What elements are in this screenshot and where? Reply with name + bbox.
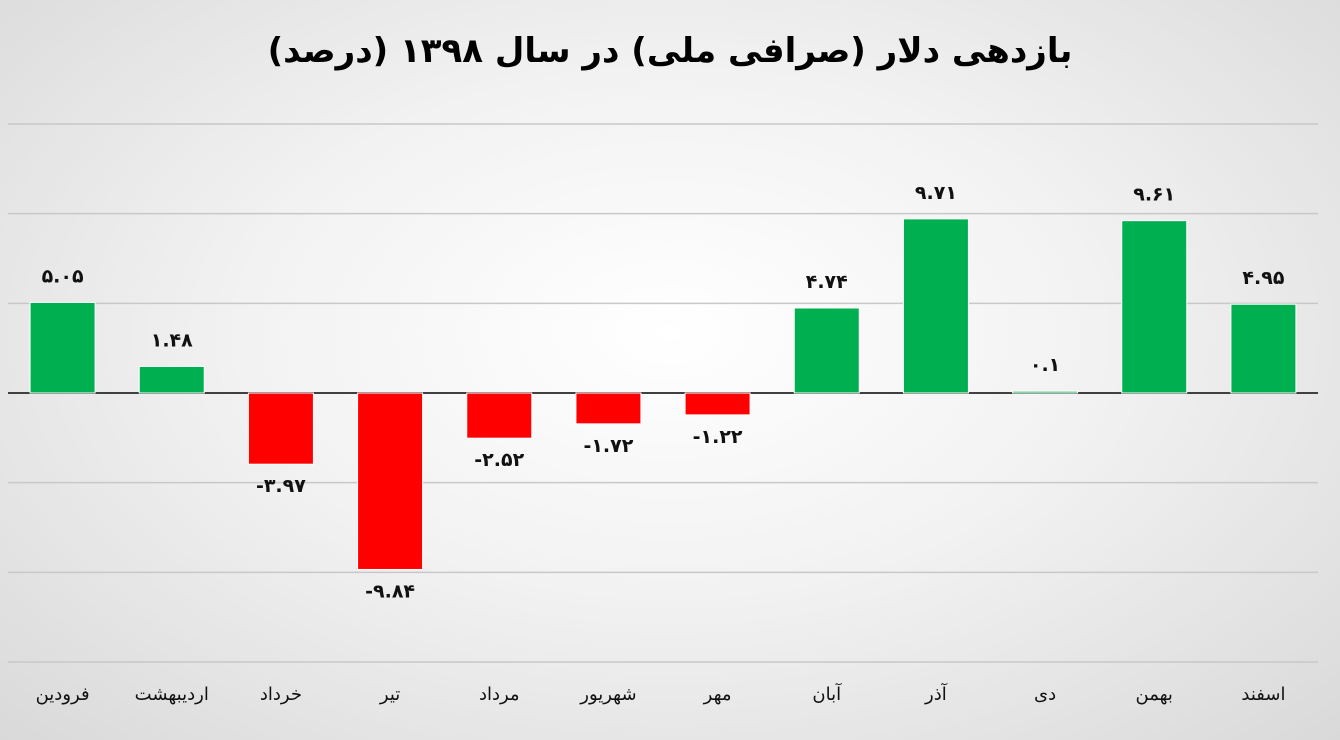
- data-label: ۰.۱: [1030, 354, 1060, 376]
- category-label: آذر: [924, 682, 948, 705]
- bars: [29, 218, 1297, 570]
- category-label: آبان: [812, 682, 842, 705]
- category-label: اردیبهشت: [135, 684, 209, 705]
- bar: [1230, 303, 1297, 394]
- bar: [29, 301, 96, 394]
- category-label: تیر: [379, 684, 400, 705]
- category-label: شهریور: [579, 684, 636, 705]
- bar: [357, 392, 424, 570]
- bar: [1121, 220, 1188, 394]
- data-label: ۹.۶۱: [1133, 184, 1175, 206]
- data-label: ۱.۴۸: [151, 329, 193, 351]
- bar: [247, 392, 314, 465]
- category-labels: فرودین اردیبهشت خرداد تیر مرداد شهریور مهر آبان…: [36, 682, 1286, 705]
- category-label: مرداد: [479, 684, 520, 705]
- bar: [1012, 390, 1079, 394]
- category-label: اسفند: [1241, 684, 1285, 705]
- bar: [793, 307, 860, 394]
- data-label: ۹.۷۱: [915, 182, 957, 204]
- data-label: -۳.۹۷: [256, 475, 306, 497]
- data-label: ۴.۹۵: [1242, 267, 1284, 289]
- data-label: -۱.۷۲: [583, 435, 633, 457]
- chart-title: بازدهی دلار (صرافی ملی) در سال ۱۳۹۸ (درص…: [268, 31, 1073, 71]
- bar: [575, 392, 642, 425]
- data-label: -۱.۲۲: [693, 426, 743, 448]
- category-label: مهر: [703, 684, 732, 705]
- category-label: دی: [1034, 684, 1056, 705]
- bar: [466, 392, 533, 439]
- category-label: بهمن: [1136, 684, 1173, 705]
- bar: [138, 365, 205, 394]
- gridlines: [8, 123, 1318, 663]
- bar: [902, 218, 969, 394]
- data-label: ۴.۷۴: [806, 271, 848, 293]
- category-label: فرودین: [36, 684, 90, 705]
- data-label: -۲.۵۲: [474, 449, 524, 471]
- category-label: خرداد: [260, 684, 302, 705]
- data-label: -۹.۸۴: [365, 580, 415, 602]
- data-labels: ۵.۰۵ ۱.۴۸ -۳.۹۷ -۹.۸۴ -۲.۵۲ -۱.۷۲ -۱.۲۲ ۴.۷۴ ۹.۷…: [42, 182, 1285, 603]
- data-label: ۵.۰۵: [42, 265, 84, 287]
- bar: [684, 392, 751, 416]
